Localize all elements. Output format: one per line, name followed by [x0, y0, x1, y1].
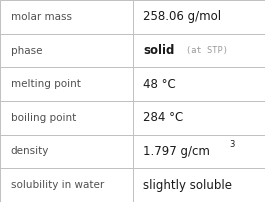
Text: boiling point: boiling point: [11, 113, 76, 123]
Text: melting point: melting point: [11, 79, 81, 89]
Text: 284 °C: 284 °C: [143, 111, 183, 124]
Text: phase: phase: [11, 45, 42, 56]
Text: 258.06 g/mol: 258.06 g/mol: [143, 10, 221, 23]
Text: slightly soluble: slightly soluble: [143, 179, 232, 192]
Text: 48 °C: 48 °C: [143, 78, 176, 91]
Text: solubility in water: solubility in water: [11, 180, 104, 190]
Text: (at STP): (at STP): [186, 46, 228, 55]
Text: density: density: [11, 146, 49, 157]
Text: 1.797 g/cm: 1.797 g/cm: [143, 145, 210, 158]
Text: solid: solid: [143, 44, 174, 57]
Text: 3: 3: [229, 140, 235, 149]
Text: molar mass: molar mass: [11, 12, 72, 22]
